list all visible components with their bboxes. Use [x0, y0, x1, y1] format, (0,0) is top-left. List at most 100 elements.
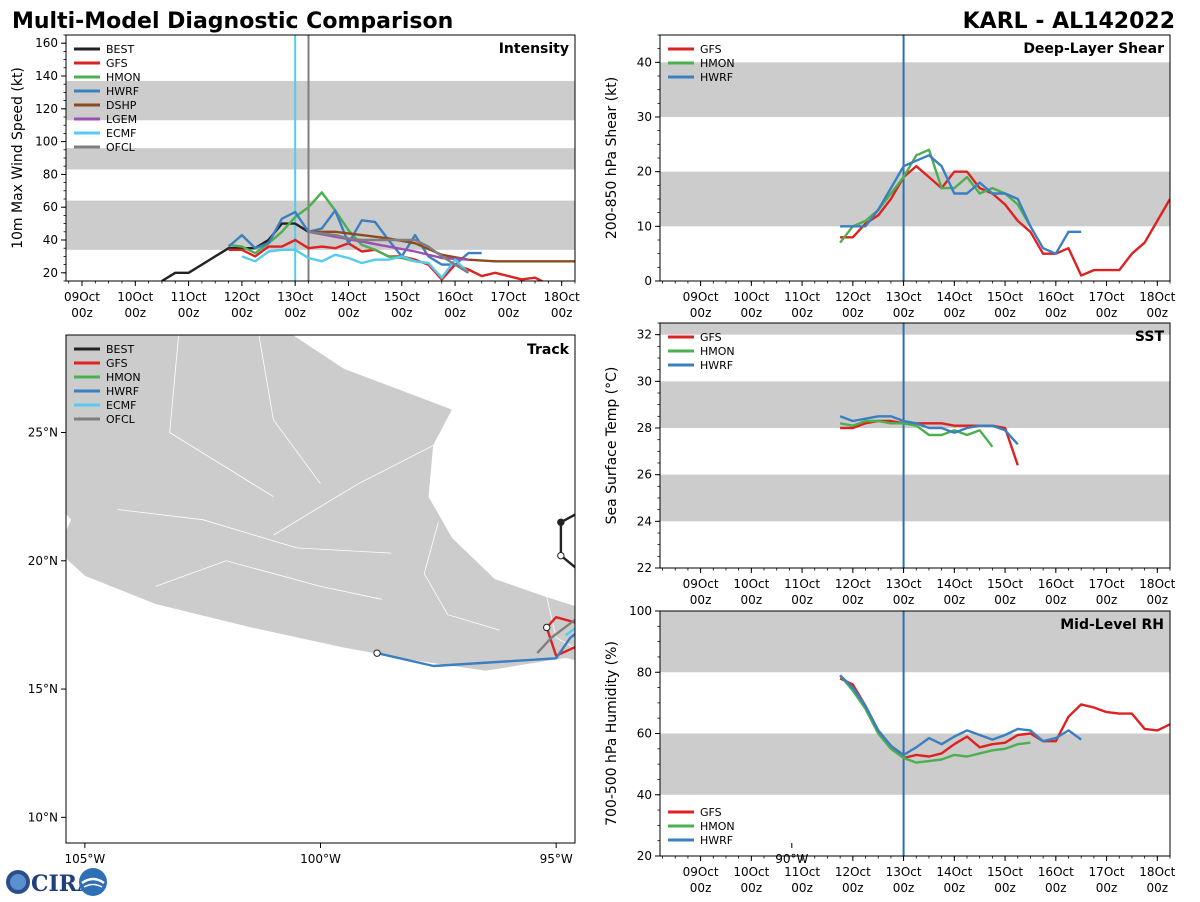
x-tick-label-date: 09Oct: [683, 865, 719, 879]
lat-tick-label: 10°N: [28, 810, 58, 824]
y-tick-label: 100: [35, 135, 58, 149]
y-tick-label: 40: [43, 233, 58, 247]
lon-tick-label: 105°W: [64, 852, 105, 866]
panel-sst: 22 24 26 28 30 32 09Oct 00z 10Oct 00z 11Oct 00z 12Oc…: [604, 322, 1176, 607]
track-position-marker: [614, 558, 620, 564]
x-tick-label-date: 17Oct: [490, 290, 526, 304]
legend-label: HWRF: [700, 834, 733, 847]
intensity-band: [660, 611, 1170, 673]
x-tick-label-time: 00z: [842, 881, 864, 895]
track-position-marker: [605, 627, 611, 633]
y-tick-label: 32: [637, 328, 652, 342]
x-tick-label-time: 00z: [444, 306, 466, 320]
y-tick-label: 20: [43, 266, 58, 280]
panel-shear: 0 10 20 30 40 09Oct 00z 10Oct 00z 11Oct 00z 12Oct 00…: [604, 34, 1176, 320]
y-tick-label: 40: [637, 788, 652, 802]
track-position-marker: [577, 509, 583, 515]
legend-label: HWRF: [700, 359, 733, 372]
legend-label: GFS: [106, 357, 128, 370]
land-mexico: [66, 335, 575, 672]
satellite-emblem-icon: [79, 868, 107, 896]
x-tick-label-date: 16Oct: [1038, 290, 1074, 304]
x-tick-label-time: 00z: [944, 881, 966, 895]
x-tick-label-date: 16Oct: [437, 290, 473, 304]
y-tick-label: 30: [637, 110, 652, 124]
x-tick-label-date: 18Oct: [1139, 577, 1175, 591]
series-dshp: [308, 230, 575, 263]
track-best: [559, 513, 575, 569]
x-tick-label-date: 12Oct: [835, 865, 871, 879]
panel-title: Mid-Level RH: [1060, 617, 1164, 633]
x-tick-label-date: 09Oct: [683, 577, 719, 591]
x-tick-label-time: 00z: [741, 306, 763, 320]
x-tick-label-date: 14Oct: [936, 577, 972, 591]
x-tick-label-time: 00z: [498, 306, 520, 320]
series-hwrf: [839, 674, 1082, 757]
intensity-band: [66, 148, 575, 170]
x-tick-label-time: 00z: [1045, 306, 1067, 320]
series-gfs: [840, 164, 1170, 277]
x-tick-label-date: 11Oct: [784, 290, 820, 304]
x-tick-label-time: 00z: [741, 593, 763, 607]
x-tick-label-time: 00z: [741, 881, 763, 895]
x-tick-label-date: 15Oct: [987, 865, 1023, 879]
x-tick-label-date: 11Oct: [171, 290, 207, 304]
x-tick-label-time: 00z: [791, 593, 813, 607]
y-axis-label: 200-850 hPa Shear (kt): [604, 77, 620, 239]
y-tick-label: 10: [637, 219, 652, 233]
series-hwrf: [840, 154, 1082, 255]
x-tick-label-date: 12Oct: [224, 290, 260, 304]
x-tick-label-date: 10Oct: [733, 577, 769, 591]
series-hmon: [839, 674, 1031, 764]
series-lgem: [308, 230, 469, 261]
x-tick-label-time: 00z: [71, 306, 93, 320]
panel-title: SST: [1135, 329, 1165, 345]
series-hmon: [839, 148, 1032, 244]
legend-label: GFS: [700, 806, 722, 819]
x-tick-label-time: 00z: [124, 306, 146, 320]
track-position-marker: [586, 576, 592, 582]
x-tick-label-time: 00z: [842, 593, 864, 607]
x-tick-label-date: 15Oct: [384, 290, 420, 304]
y-tick-label: 60: [637, 727, 652, 741]
legend-label: DSHP: [106, 99, 137, 112]
x-tick-label-date: 17Oct: [1089, 290, 1125, 304]
intensity-band: [66, 80, 575, 121]
x-tick-label-time: 00z: [1147, 881, 1169, 895]
x-tick-label-date: 16Oct: [1038, 865, 1074, 879]
y-tick-label: 160: [35, 36, 58, 50]
x-tick-label-date: 13Oct: [886, 290, 922, 304]
x-tick-label-time: 00z: [994, 306, 1016, 320]
state-border: [117, 509, 392, 554]
x-tick-label-date: 17Oct: [1089, 865, 1125, 879]
series-hwrf: [839, 415, 1019, 446]
panel-rh: 20 40 60 80 100 09Oct 00z 10Oct 00z 11Oct 00z 12Oct…: [604, 604, 1176, 895]
x-tick-label-date: 18Oct: [1139, 290, 1175, 304]
x-tick-label-date: 14Oct: [330, 290, 366, 304]
legend-label: ECMF: [106, 127, 136, 140]
track-position-marker: [557, 551, 565, 560]
legend-label: OFCL: [106, 413, 136, 426]
x-tick-label-date: 15Oct: [987, 577, 1023, 591]
panel-track: 10°N 15°N 20°N 25°N 105°W 100°W 95°W 90°W Track B…: [28, 334, 808, 866]
x-tick-label-time: 00z: [338, 306, 360, 320]
x-tick-label-time: 00z: [1045, 593, 1067, 607]
y-tick-label: 24: [637, 514, 652, 528]
y-tick-label: 120: [35, 102, 58, 116]
figure-title: Multi-Model Diagnostic Comparison: [12, 9, 453, 34]
track-position-marker: [610, 593, 616, 599]
intensity-band: [660, 171, 1170, 227]
x-tick-label-time: 00z: [231, 306, 253, 320]
axes-frame: [659, 322, 1171, 569]
legend-label: HMON: [106, 71, 141, 84]
x-tick-label-time: 00z: [893, 306, 915, 320]
x-tick-label-date: 13Oct: [277, 290, 313, 304]
state-border: [258, 335, 321, 485]
x-tick-label-date: 18Oct: [1139, 865, 1175, 879]
x-tick-label-time: 00z: [842, 306, 864, 320]
y-tick-label: 30: [637, 374, 652, 388]
legend-label: GFS: [700, 331, 722, 344]
intensity-band: [660, 474, 1170, 522]
x-tick-label-time: 00z: [1096, 306, 1118, 320]
x-tick-label-time: 00z: [1147, 593, 1169, 607]
